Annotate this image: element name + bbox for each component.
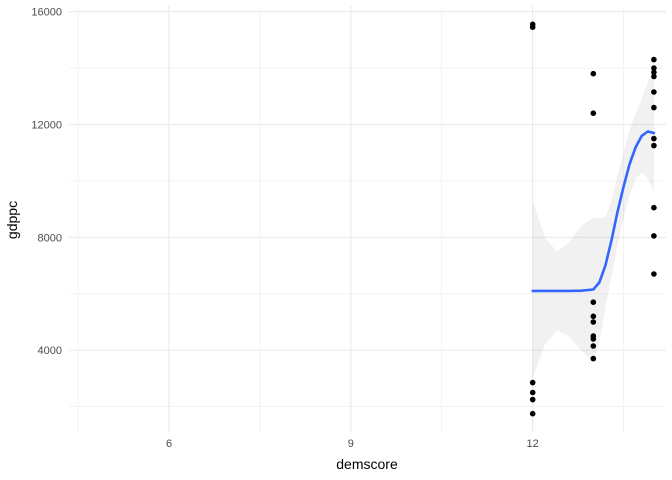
- data-point-6: [590, 70, 597, 77]
- data-point-15: [651, 56, 657, 63]
- y-axis-ticks: 4000 8000 12000 16000: [31, 7, 62, 358]
- x-tick-label-2: 12: [527, 438, 539, 450]
- data-point-18: [651, 73, 657, 80]
- x-tick-label-1: 9: [348, 438, 354, 450]
- data-point-2: [529, 379, 536, 386]
- data-point-3: [529, 389, 536, 396]
- confidence-band: [532, 70, 654, 379]
- data-point-17: [651, 69, 657, 76]
- data-point-13: [590, 343, 597, 349]
- major-gridlines: [69, 6, 666, 432]
- data-point-16: [651, 65, 657, 71]
- x-axis-title: demscore: [336, 456, 398, 472]
- x-tick-label-0: 6: [166, 438, 172, 450]
- data-point-10: [590, 319, 597, 325]
- data-point-24: [651, 233, 657, 239]
- data-points-layer: [529, 21, 657, 417]
- confidence-band-layer: [532, 70, 654, 379]
- data-point-4: [529, 396, 536, 403]
- minor-gridlines: [69, 6, 666, 432]
- y-tick-label-2: 12000: [31, 119, 62, 131]
- smooth-line-layer: [531, 130, 656, 293]
- data-point-20: [651, 104, 657, 111]
- data-point-21: [651, 135, 657, 142]
- y-axis-title: gdppc: [4, 201, 20, 239]
- data-point-1: [529, 24, 536, 31]
- data-point-22: [651, 142, 657, 149]
- data-point-9: [590, 313, 597, 320]
- data-point-8: [590, 299, 597, 306]
- data-point-19: [651, 89, 657, 95]
- x-axis-ticks: 6 9 12: [166, 438, 539, 450]
- smooth-line: [531, 130, 656, 293]
- y-tick-label-0: 4000: [38, 345, 62, 357]
- data-point-25: [651, 271, 657, 277]
- y-tick-label-3: 16000: [31, 7, 62, 19]
- data-point-23: [651, 204, 657, 211]
- data-point-12: [590, 336, 597, 342]
- data-point-5: [529, 410, 536, 417]
- data-point-14: [590, 355, 597, 362]
- y-tick-label-1: 8000: [38, 232, 62, 244]
- data-point-7: [590, 110, 597, 116]
